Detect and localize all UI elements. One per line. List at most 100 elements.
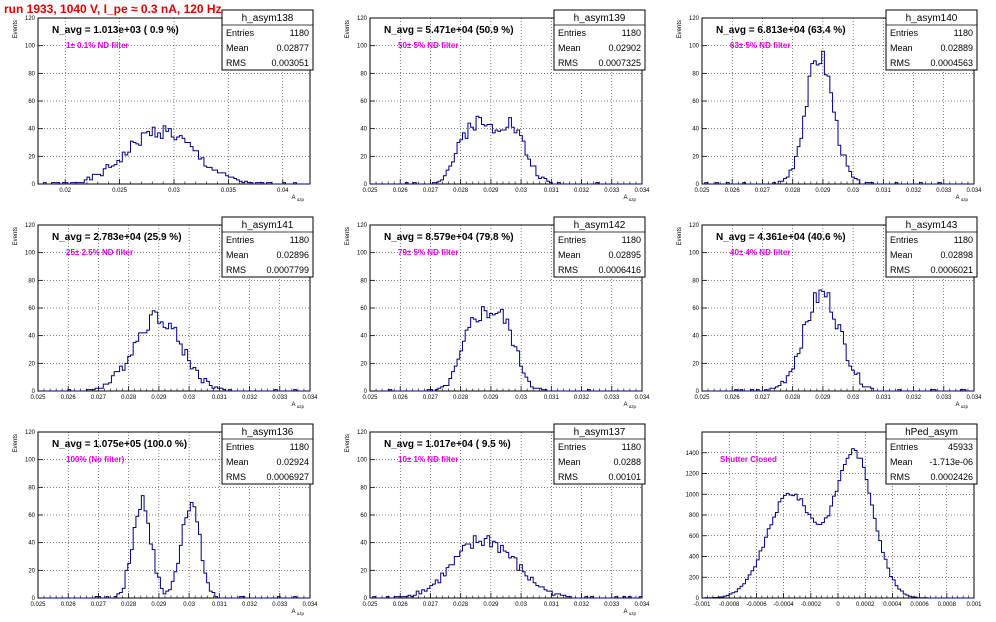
x-tick-label: 0.034 (966, 395, 982, 401)
stats-value: 0.02895 (608, 250, 641, 260)
stats-value: 0.0006416 (598, 265, 641, 275)
stats-box-frame (885, 423, 978, 485)
x-axis-label-subscript: uzp (627, 404, 636, 409)
stats-box-frame (221, 9, 314, 71)
y-tick-label: 80 (28, 278, 35, 284)
y-tick-label: 100 (25, 251, 36, 257)
stats-label: Entries (890, 235, 919, 245)
x-tick-label: 0.027 (423, 602, 439, 608)
y-tick-label: 20 (28, 568, 35, 574)
x-tick-label: 0.0004 (883, 602, 902, 608)
x-tick-label: 0.029 (815, 188, 831, 194)
stats-value: 0.0006927 (266, 472, 309, 482)
x-axis-label: A uzp (291, 195, 304, 202)
x-tick-label: 0.034 (634, 188, 650, 194)
x-tick-label: 0.035 (221, 188, 237, 194)
stats-box-frame (221, 423, 314, 485)
x-axis-label: A uzp (955, 402, 968, 409)
x-tick-label: 0.029 (151, 395, 167, 401)
x-axis-label: A uzp (955, 195, 968, 202)
y-axis-label: Events (345, 227, 351, 245)
stats-value: 0.02896 (276, 250, 309, 260)
histogram-panel-h_asym139: 0.025 0.026 0.027 0.028 0.029 0.03 0.031 0.032 0… (345, 9, 650, 202)
y-axis-label: Events (677, 20, 683, 38)
filter-annotation: 50± 5% ND filter (398, 41, 458, 50)
histogram-panel-h_asym143: 0.025 0.026 0.027 0.028 0.029 0.03 0.031 0.032 0… (677, 216, 982, 409)
histogram-series-line (702, 289, 974, 392)
x-tick-label: 0.028 (453, 395, 469, 401)
stats-label: Entries (890, 442, 919, 452)
stats-value: 0.00101 (608, 472, 641, 482)
stats-label: Mean (226, 457, 249, 467)
x-tick-label: 0.031 (876, 395, 892, 401)
filter-annotation: 100% (No filter) (66, 455, 125, 464)
x-tick-label: 0.033 (936, 188, 952, 194)
y-tick-label: 60 (28, 306, 35, 312)
navg-label: N_avg = 6.813e+04 (63.4 %) (716, 25, 846, 36)
stats-label: RMS (558, 472, 578, 482)
stats-box-title: h_asym143 (906, 220, 958, 231)
y-tick-label: 0 (696, 596, 700, 602)
x-tick-label: 0.032 (242, 395, 258, 401)
y-tick-label: 40 (28, 541, 35, 547)
x-tick-label: 0.033 (604, 602, 620, 608)
x-tick-label: 0.029 (483, 395, 499, 401)
x-axis-label-subscript: uzp (295, 611, 304, 616)
y-tick-label: 800 (689, 513, 700, 519)
x-tick-label: 0.029 (483, 602, 499, 608)
x-tick-label: 0 (836, 602, 840, 608)
x-tick-label: -0.0006 (746, 602, 767, 608)
y-tick-label: 0 (696, 389, 700, 395)
x-tick-label: 0.025 (112, 188, 128, 194)
run-title: run 1933, 1040 V, I_pe ≈ 0.3 nA, 120 Hz (4, 2, 222, 16)
x-tick-label: -0.0002 (801, 602, 822, 608)
x-tick-label: 0.025 (694, 188, 710, 194)
x-tick-label: 0.033 (604, 395, 620, 401)
y-tick-label: 1400 (686, 451, 700, 457)
stats-value: 0.0002426 (930, 472, 973, 482)
stats-box: h_asym136 Entries 1180 Mean 0.02924 RMS 0.0006… (221, 423, 314, 485)
x-axis-label: A uzp (623, 609, 636, 616)
y-tick-label: 40 (28, 334, 35, 340)
y-tick-label: 120 (357, 430, 368, 436)
stats-value: 1180 (622, 442, 641, 452)
x-tick-label: 0.028 (453, 602, 469, 608)
y-tick-label: 60 (28, 99, 35, 105)
histogram-panel-h_asym138: 0.02 0.025 0.03 0.035 0.04 0 20 40 60 80 100 120 Eve… (13, 9, 314, 202)
stats-box-frame (221, 216, 314, 278)
x-tick-label: 0.029 (483, 188, 499, 194)
x-axis-label-subscript: uzp (627, 611, 636, 616)
x-tick-label: 0.025 (362, 188, 378, 194)
stats-box-frame (553, 423, 646, 485)
y-tick-label: 0 (32, 596, 36, 602)
x-axis-label: A uzp (623, 402, 636, 409)
stats-value: 1180 (290, 235, 309, 245)
y-tick-label: 120 (689, 223, 700, 229)
x-tick-label: 0.028 (785, 188, 801, 194)
y-tick-label: 60 (360, 306, 367, 312)
y-tick-label: 0 (364, 389, 368, 395)
filter-annotation: 25± 2.5% ND filter (66, 248, 133, 257)
stats-value: 0.003051 (271, 58, 309, 68)
stats-box: h_asym139 Entries 1180 Mean 0.02902 RMS 0.0007… (553, 9, 646, 71)
histogram-panel-h_asym142: 0.025 0.026 0.027 0.028 0.029 0.03 0.031 0.032 0… (345, 216, 650, 409)
filter-annotation: 79± 5% ND filter (398, 248, 458, 257)
stats-box-frame (553, 9, 646, 71)
x-tick-label: 0.031 (544, 395, 560, 401)
y-tick-label: 20 (692, 361, 699, 367)
x-tick-label: 0.026 (725, 188, 741, 194)
y-tick-label: 100 (25, 44, 36, 50)
x-tick-label: 0.025 (30, 602, 46, 608)
x-tick-label: 0.028 (121, 602, 137, 608)
stats-value: 0.0288 (613, 457, 641, 467)
y-tick-label: 80 (28, 71, 35, 77)
stats-box: h_asym137 Entries 1180 Mean 0.0288 RMS 0.00101 (553, 423, 646, 485)
filter-annotation: 40± 4% ND filter (730, 248, 790, 257)
x-tick-label: 0.032 (242, 602, 258, 608)
y-tick-label: 20 (360, 154, 367, 160)
y-tick-label: 80 (692, 71, 699, 77)
stats-label: Mean (558, 457, 581, 467)
stats-label: Mean (890, 457, 913, 467)
x-tick-label: 0.028 (121, 395, 137, 401)
x-axis-label-subscript: uzp (959, 197, 968, 202)
